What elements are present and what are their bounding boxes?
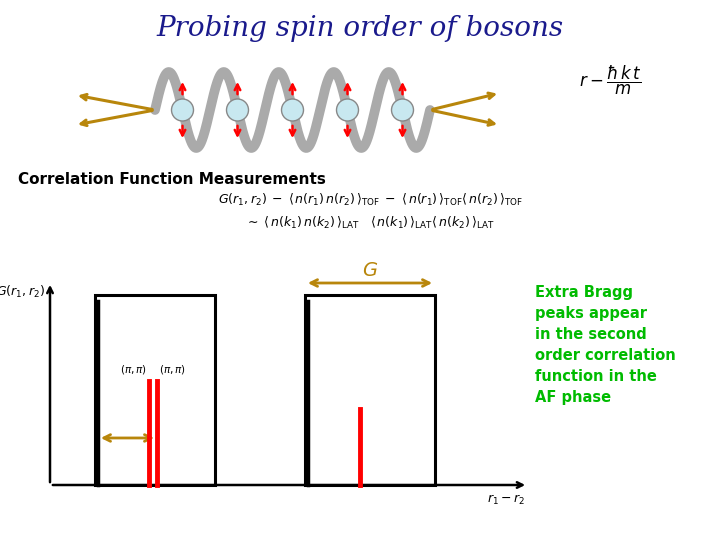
Text: $G$: $G$ xyxy=(362,262,378,280)
Text: $G(r_1,r_2)\;-\;\langle\,n(r_1)\,n(r_2)\,\rangle_{\rm TOF}\;-\;\langle\,n(r_1)\,: $G(r_1,r_2)\;-\;\langle\,n(r_1)\,n(r_2)\… xyxy=(217,192,523,208)
Bar xyxy=(95,295,215,485)
Text: $r - \dfrac{\hbar\,k\,t}{m}$: $r - \dfrac{\hbar\,k\,t}{m}$ xyxy=(579,63,642,97)
Bar xyxy=(305,295,435,485)
Text: Correlation Function Measurements: Correlation Function Measurements xyxy=(18,172,326,187)
Text: $\sim\;\langle\,n(k_1)\,n(k_2)\,\rangle_{\rm LAT}\quad\langle\,n(k_1)\,\rangle_{: $\sim\;\langle\,n(k_1)\,n(k_2)\,\rangle_… xyxy=(246,215,495,231)
Circle shape xyxy=(171,99,194,121)
Circle shape xyxy=(392,99,413,121)
Circle shape xyxy=(227,99,248,121)
Text: $(\pi,\pi)$: $(\pi,\pi)$ xyxy=(120,363,147,376)
Text: Extra Bragg
peaks appear
in the second
order correlation
function in the
AF phas: Extra Bragg peaks appear in the second o… xyxy=(535,285,676,405)
Text: $(\pi,\pi)$: $(\pi,\pi)$ xyxy=(159,363,186,376)
Text: $r_1 - r_2$: $r_1 - r_2$ xyxy=(487,493,525,507)
Text: $G(r_1,r_2)$: $G(r_1,r_2)$ xyxy=(0,284,45,300)
Text: Probing spin order of bosons: Probing spin order of bosons xyxy=(156,15,564,42)
Circle shape xyxy=(282,99,304,121)
Circle shape xyxy=(336,99,359,121)
